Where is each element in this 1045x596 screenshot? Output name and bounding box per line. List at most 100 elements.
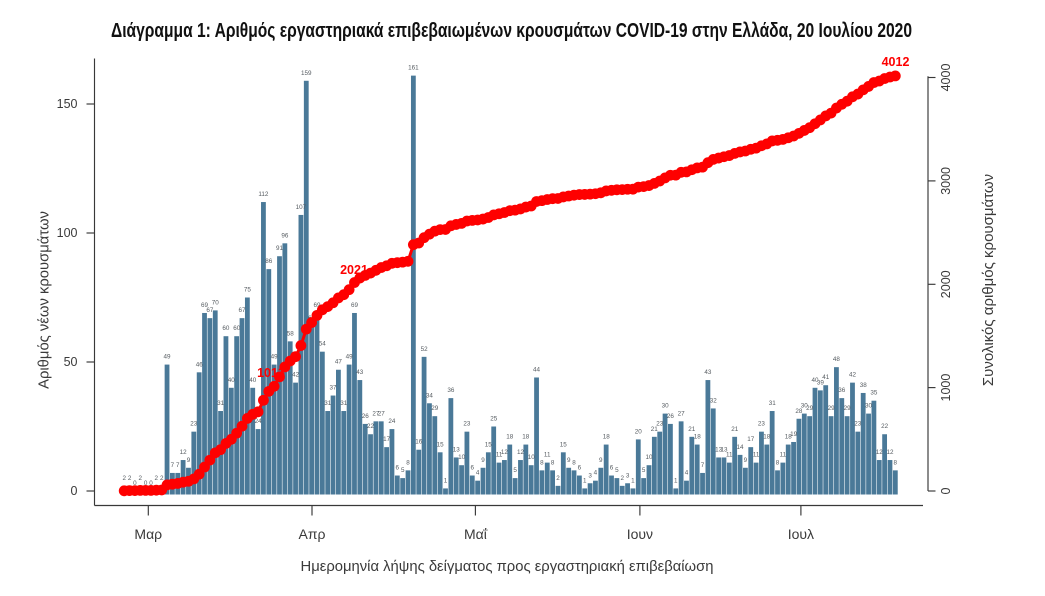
svg-text:86: 86 bbox=[265, 258, 273, 265]
svg-text:5: 5 bbox=[513, 467, 517, 474]
svg-text:35: 35 bbox=[870, 390, 878, 397]
svg-text:0: 0 bbox=[149, 480, 153, 487]
svg-text:9: 9 bbox=[744, 457, 748, 464]
svg-text:9: 9 bbox=[567, 457, 571, 464]
svg-text:2: 2 bbox=[122, 475, 126, 482]
svg-text:7: 7 bbox=[176, 462, 180, 469]
svg-text:42: 42 bbox=[292, 372, 300, 379]
svg-text:12: 12 bbox=[517, 449, 525, 456]
svg-text:107: 107 bbox=[296, 204, 307, 211]
svg-text:36: 36 bbox=[447, 387, 455, 394]
svg-text:54: 54 bbox=[319, 341, 327, 348]
svg-text:2000: 2000 bbox=[939, 270, 953, 298]
svg-text:22: 22 bbox=[881, 423, 889, 430]
svg-text:0: 0 bbox=[144, 480, 148, 487]
svg-text:31: 31 bbox=[769, 400, 777, 407]
svg-text:11: 11 bbox=[726, 452, 733, 459]
svg-text:10: 10 bbox=[458, 454, 466, 461]
svg-text:12: 12 bbox=[876, 449, 884, 456]
svg-text:8: 8 bbox=[894, 459, 898, 466]
svg-text:5: 5 bbox=[401, 467, 405, 474]
svg-text:23: 23 bbox=[656, 421, 664, 428]
svg-text:7: 7 bbox=[171, 462, 175, 469]
svg-text:Μαρ: Μαρ bbox=[134, 526, 162, 542]
svg-text:28: 28 bbox=[795, 408, 803, 415]
svg-text:2: 2 bbox=[620, 475, 624, 482]
svg-text:29: 29 bbox=[828, 405, 836, 412]
svg-text:75: 75 bbox=[244, 287, 252, 294]
svg-text:11: 11 bbox=[753, 452, 760, 459]
svg-text:26: 26 bbox=[667, 413, 675, 420]
svg-text:4: 4 bbox=[685, 470, 689, 477]
svg-text:30: 30 bbox=[865, 403, 873, 410]
svg-text:96: 96 bbox=[281, 232, 289, 239]
svg-text:44: 44 bbox=[533, 367, 541, 374]
svg-text:6: 6 bbox=[396, 465, 400, 472]
svg-text:69: 69 bbox=[313, 302, 321, 309]
svg-text:Ιουν: Ιουν bbox=[627, 526, 653, 542]
svg-text:60: 60 bbox=[222, 325, 230, 332]
svg-text:Απρ: Απρ bbox=[299, 526, 326, 542]
svg-text:18: 18 bbox=[603, 434, 611, 441]
svg-text:21: 21 bbox=[688, 426, 696, 433]
svg-text:17: 17 bbox=[383, 436, 391, 443]
svg-text:24: 24 bbox=[255, 418, 263, 425]
svg-text:9: 9 bbox=[599, 457, 603, 464]
svg-text:43: 43 bbox=[356, 369, 364, 376]
svg-text:2: 2 bbox=[160, 475, 164, 482]
svg-text:3: 3 bbox=[626, 472, 630, 479]
svg-text:21: 21 bbox=[651, 426, 659, 433]
svg-text:47: 47 bbox=[335, 359, 343, 366]
svg-text:8: 8 bbox=[406, 459, 410, 466]
svg-text:38: 38 bbox=[860, 382, 868, 389]
svg-text:2: 2 bbox=[128, 475, 132, 482]
svg-text:23: 23 bbox=[463, 421, 471, 428]
svg-text:29: 29 bbox=[431, 405, 439, 412]
svg-text:Ημερομηνία λήψης δείγματος προ: Ημερομηνία λήψης δείγματος προς εργαστηρ… bbox=[301, 559, 714, 575]
svg-text:8: 8 bbox=[540, 459, 544, 466]
svg-text:15: 15 bbox=[560, 441, 568, 448]
svg-text:27: 27 bbox=[372, 410, 380, 417]
svg-text:40: 40 bbox=[249, 377, 257, 384]
svg-text:8: 8 bbox=[551, 459, 555, 466]
svg-text:21: 21 bbox=[731, 426, 739, 433]
svg-text:58: 58 bbox=[287, 330, 295, 337]
svg-text:12: 12 bbox=[886, 449, 894, 456]
svg-text:18: 18 bbox=[763, 434, 771, 441]
svg-text:27: 27 bbox=[678, 410, 686, 417]
svg-text:7: 7 bbox=[701, 462, 705, 469]
svg-text:8: 8 bbox=[572, 459, 576, 466]
svg-text:150: 150 bbox=[57, 97, 78, 111]
svg-text:11: 11 bbox=[496, 452, 503, 459]
svg-text:23: 23 bbox=[854, 421, 862, 428]
svg-text:31: 31 bbox=[217, 400, 225, 407]
svg-text:0: 0 bbox=[71, 484, 78, 498]
svg-text:6: 6 bbox=[578, 465, 582, 472]
svg-text:12: 12 bbox=[501, 449, 509, 456]
svg-text:69: 69 bbox=[351, 302, 359, 309]
svg-text:43: 43 bbox=[704, 369, 712, 376]
svg-text:13: 13 bbox=[720, 447, 728, 454]
svg-text:112: 112 bbox=[258, 191, 269, 198]
svg-text:46: 46 bbox=[196, 361, 204, 368]
svg-text:6: 6 bbox=[610, 465, 614, 472]
svg-text:13: 13 bbox=[715, 447, 723, 454]
svg-text:5: 5 bbox=[615, 467, 619, 474]
svg-text:67: 67 bbox=[238, 307, 246, 314]
svg-text:Διάγραμμα 1: Αριθμός εργαστηρι: Διάγραμμα 1: Αριθμός εργαστηριακά επιβεβ… bbox=[111, 20, 912, 42]
svg-text:23: 23 bbox=[190, 421, 198, 428]
svg-text:11: 11 bbox=[780, 452, 787, 459]
svg-text:14: 14 bbox=[736, 444, 744, 451]
svg-text:39: 39 bbox=[817, 379, 825, 386]
svg-text:15: 15 bbox=[437, 441, 445, 448]
svg-text:37: 37 bbox=[329, 385, 337, 392]
svg-text:3: 3 bbox=[588, 472, 592, 479]
svg-text:100: 100 bbox=[57, 226, 78, 240]
svg-text:4: 4 bbox=[594, 470, 598, 477]
svg-text:34: 34 bbox=[426, 392, 434, 399]
svg-text:91: 91 bbox=[276, 245, 284, 252]
svg-text:Μαΐ: Μαΐ bbox=[464, 526, 488, 542]
svg-text:1000: 1000 bbox=[939, 374, 953, 402]
svg-text:70: 70 bbox=[212, 299, 220, 306]
svg-text:6: 6 bbox=[471, 465, 475, 472]
